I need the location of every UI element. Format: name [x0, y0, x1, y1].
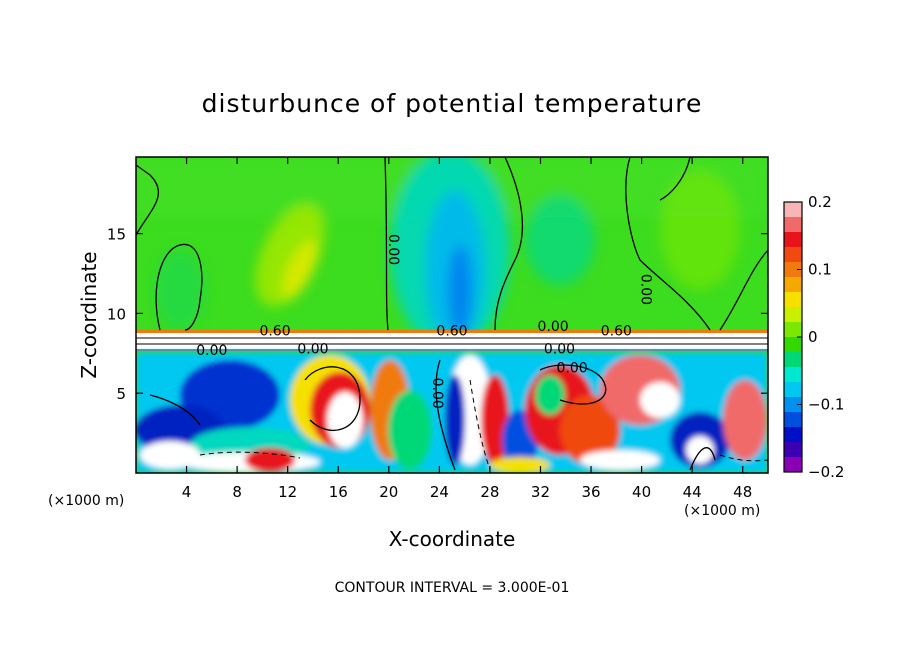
chart-title: disturbunce of potential temperature — [202, 89, 703, 118]
colorbar: 0.2 0.1 0 −0.1 −0.2 — [783, 193, 844, 481]
colorbar-segment — [784, 307, 802, 323]
colorbar-tick-label: −0.2 — [808, 463, 844, 481]
contour-label: 0.00 — [544, 341, 575, 357]
y-tick-label: 5 — [116, 385, 126, 403]
colorbar-segment — [784, 247, 802, 263]
colorbar-segment — [784, 232, 802, 248]
colorbar-tick-label: 0 — [808, 328, 818, 346]
plot-frame — [135, 156, 769, 474]
contour-interval-note: CONTOUR INTERVAL = 3.000E-01 — [335, 580, 570, 596]
contour-label: 0.60 — [259, 324, 290, 340]
contour-labels: 0.60 0.00 0.00 0.60 0.00 0.00 0.60 0.00 0.00 0.00… — [196, 234, 653, 409]
x-tick-label: 44 — [683, 483, 702, 501]
contour-label: 0.00 — [429, 378, 445, 409]
colorbar-segment — [784, 292, 802, 308]
y-axis-label: Z-coordinate — [77, 251, 101, 378]
contour-label: 0.60 — [436, 324, 467, 340]
x-tick-label: 36 — [581, 483, 600, 501]
x-tick-label: 32 — [531, 483, 550, 501]
y-tick-label: 15 — [107, 226, 126, 244]
upper-layer-features — [136, 157, 768, 350]
contour-label: 0.00 — [385, 234, 401, 265]
lower-layer-features — [136, 352, 768, 473]
colorbar-segment — [784, 427, 802, 443]
x-tick-label: 24 — [430, 483, 449, 501]
colorbar-segment — [784, 367, 802, 383]
contour-label: 0.00 — [638, 274, 654, 305]
negative-contours — [199, 379, 768, 471]
y-tick-label: 10 — [107, 305, 126, 323]
x-tick-label: 8 — [232, 483, 242, 501]
contour-lines — [136, 157, 768, 471]
colorbar-tick-label: 0.1 — [808, 261, 832, 279]
colorbar-segment — [784, 442, 802, 458]
colorbar-segment — [784, 412, 802, 428]
inversion-line — [136, 330, 768, 333]
colorbar-segment — [784, 352, 802, 368]
y-axis: 5 10 15 — [107, 226, 768, 403]
y-unit-label: (×1000 m) — [48, 493, 124, 509]
x-tick-label: 28 — [480, 483, 499, 501]
contour-label: 0.00 — [556, 360, 587, 376]
colorbar-segment — [784, 382, 802, 398]
x-axis: 4 8 12 16 20 24 28 32 36 40 44 48 — [182, 157, 752, 501]
x-tick-label: 40 — [632, 483, 651, 501]
colorbar-segment — [784, 397, 802, 413]
colorbar-segment — [784, 202, 802, 218]
colorbar-segment — [784, 277, 802, 293]
contour-label: 0.00 — [297, 341, 328, 357]
colorbar-segment — [784, 262, 802, 278]
colorbar-segment — [784, 337, 802, 353]
colorbar-segment — [784, 457, 802, 473]
colorbar-segment — [784, 322, 802, 338]
x-tick-label: 20 — [379, 483, 398, 501]
x-tick-label: 48 — [733, 483, 752, 501]
x-axis-label: X-coordinate — [389, 527, 516, 551]
x-tick-label: 12 — [278, 483, 297, 501]
x-tick-label: 16 — [329, 483, 348, 501]
colorbar-tick-label: 0.2 — [808, 193, 832, 211]
x-tick-label: 4 — [182, 483, 192, 501]
contour-label: 0.00 — [538, 319, 569, 335]
colorbar-segment — [784, 217, 802, 233]
heatmap-field — [136, 157, 768, 473]
contour-label: 0.00 — [196, 343, 227, 359]
contour-label: 0.60 — [601, 324, 632, 340]
colorbar-tick-label: −0.1 — [808, 396, 844, 414]
x-unit-label: (×1000 m) — [684, 503, 760, 519]
